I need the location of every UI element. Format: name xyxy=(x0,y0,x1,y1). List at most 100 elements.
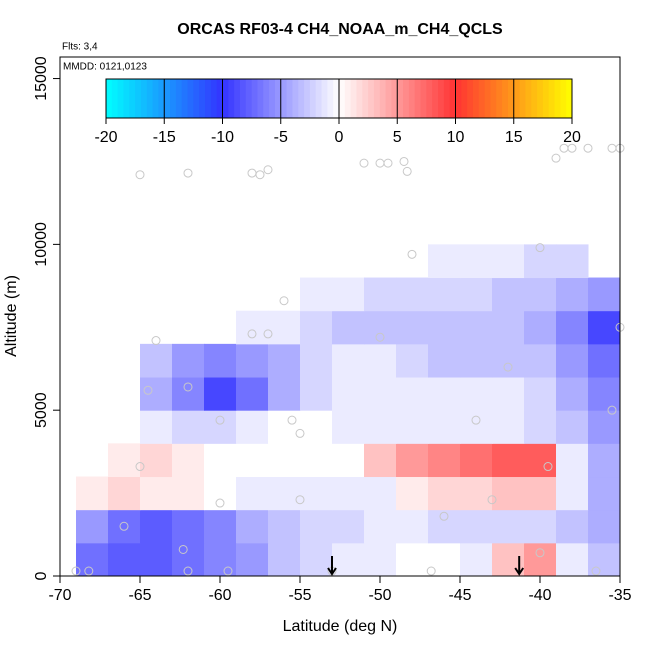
chart-title: ORCAS RF03-4 CH4_NOAA_m_CH4_QCLS xyxy=(177,21,503,38)
colorbar-step xyxy=(123,79,130,118)
heatmap-cell xyxy=(236,343,269,378)
heatmap-cell xyxy=(428,410,461,444)
sample-point xyxy=(439,511,449,521)
heatmap-cell xyxy=(140,343,173,378)
heatmap-cell xyxy=(460,377,493,411)
sample-point xyxy=(426,566,436,576)
colorbar-tick-label: -10 xyxy=(211,129,234,146)
heatmap-cell xyxy=(172,343,205,378)
heatmap-cell xyxy=(588,410,621,444)
colorbar-step xyxy=(566,79,573,118)
colorbar-step xyxy=(385,79,392,118)
heatmap-cell xyxy=(588,542,621,577)
colorbar-step xyxy=(239,79,247,118)
heatmap-cell xyxy=(588,476,621,511)
colorbar-step xyxy=(467,79,474,118)
sample-point xyxy=(84,566,94,576)
heatmap-cell xyxy=(492,443,525,478)
sample-point xyxy=(255,170,265,180)
heatmap-cell xyxy=(460,443,493,478)
colorbar-step xyxy=(222,79,229,118)
heatmap-cell xyxy=(236,476,269,511)
sample-point xyxy=(247,168,257,178)
colorbar-step xyxy=(129,79,136,118)
heatmap-cell xyxy=(556,310,589,345)
colorbar-step xyxy=(170,79,177,118)
heatmap-cell xyxy=(396,542,429,577)
heatmap-cell xyxy=(236,509,269,544)
y-tick-label: 10000 xyxy=(33,222,50,267)
heatmap-cell xyxy=(492,310,525,345)
colorbar-step xyxy=(315,79,323,118)
heatmap-cell xyxy=(460,476,493,511)
heatmap-cell xyxy=(364,377,397,411)
colorbar-step xyxy=(286,79,293,118)
colorbar-step xyxy=(199,79,206,118)
heatmap-cell xyxy=(460,310,493,345)
heatmap-cell xyxy=(300,443,333,478)
colorbar-tick-label: -15 xyxy=(153,129,176,146)
sample-point xyxy=(215,498,225,508)
heatmap-cell xyxy=(492,410,525,444)
heatmap-cell xyxy=(204,410,237,444)
heatmap-cell xyxy=(460,343,493,378)
colorbar-step xyxy=(403,79,410,118)
heatmap-cell xyxy=(428,542,461,577)
colorbar-step xyxy=(339,79,346,118)
colorbar-step xyxy=(164,79,171,118)
colorbar-step xyxy=(554,79,561,118)
heatmap-cell xyxy=(300,542,333,577)
colorbar-tick-label: 0 xyxy=(335,129,344,146)
x-tick-label: -35 xyxy=(608,587,631,604)
heatmap-cell xyxy=(108,509,141,544)
heatmap-cell xyxy=(332,410,365,444)
heatmap-cell xyxy=(268,509,301,544)
sample-point xyxy=(399,156,409,166)
heatmap-cell xyxy=(172,443,205,478)
heatmap-cell xyxy=(140,509,173,544)
heatmap-cell xyxy=(396,377,429,411)
colorbar-step xyxy=(368,79,375,118)
colorbar-step xyxy=(245,79,253,118)
x-tick-label: -70 xyxy=(48,587,71,604)
colorbar-step xyxy=(263,79,270,118)
colorbar-step xyxy=(502,79,509,118)
heatmap-cell xyxy=(588,443,621,478)
sample-point xyxy=(247,329,257,339)
colorbar-step xyxy=(455,79,462,118)
colorbar-step xyxy=(309,79,317,118)
colorbar-step xyxy=(449,79,456,118)
colorbar-step xyxy=(205,79,212,118)
heatmap-cell xyxy=(364,410,397,444)
heatmap-cell xyxy=(364,343,397,378)
heatmap-cell xyxy=(428,343,461,378)
heatmap-cell xyxy=(236,542,269,577)
heatmap-cell xyxy=(332,377,365,411)
heatmap-cell xyxy=(396,410,429,444)
heatmap-cell xyxy=(76,542,109,577)
sample-point xyxy=(551,153,561,163)
sample-point xyxy=(263,329,273,339)
sample-point xyxy=(607,405,617,415)
colorbar-step xyxy=(560,79,567,118)
heatmap-cell xyxy=(332,310,365,345)
colorbar-step xyxy=(140,79,148,118)
heatmap-cell xyxy=(108,542,141,577)
sample-point xyxy=(287,415,297,425)
heatmap-cell xyxy=(524,443,557,478)
heatmap-cell xyxy=(140,443,173,478)
heatmap-cell xyxy=(588,277,621,312)
y-tick-label: 5000 xyxy=(33,392,50,428)
colorbar-step xyxy=(408,79,416,118)
colorbar-step xyxy=(146,79,154,118)
heatmap-cell xyxy=(236,377,269,411)
heatmap-cell xyxy=(332,277,365,312)
heatmap-cell xyxy=(300,277,333,312)
heatmap-cell xyxy=(140,476,173,511)
colorbar-step xyxy=(519,79,526,118)
x-tick-label: -65 xyxy=(128,587,151,604)
colorbar-step xyxy=(397,79,404,118)
sample-point xyxy=(402,166,412,176)
colorbar-step xyxy=(228,79,235,118)
colorbar-step xyxy=(537,79,544,118)
